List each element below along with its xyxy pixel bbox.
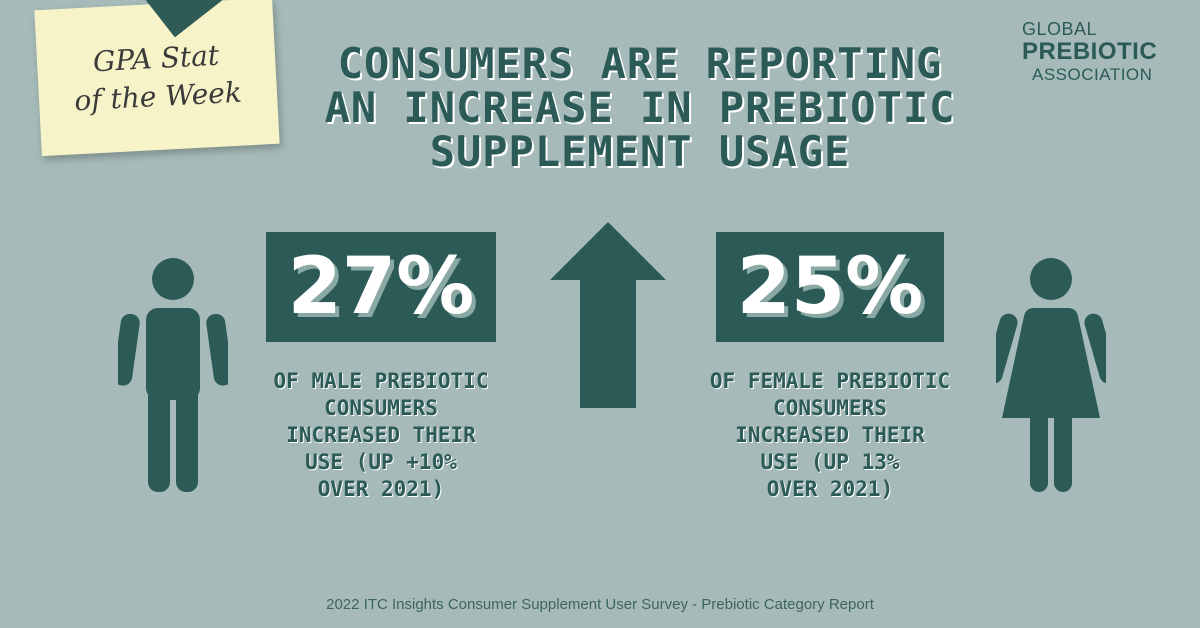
female-caption-line1: of female prebiotic	[709, 369, 951, 393]
sticky-note-text: GPA Stat of the Week	[36, 34, 278, 122]
male-caption-line3: increased their	[286, 423, 476, 447]
male-stat-value: 27%	[287, 242, 475, 332]
male-caption-line5: over 2021)	[317, 477, 445, 501]
headline-line1: Consumers are reporting	[337, 39, 943, 88]
male-caption-line1: of male prebiotic	[273, 369, 489, 393]
tape-strip	[141, 0, 223, 38]
female-figure-icon	[996, 258, 1106, 492]
male-caption-line4: use (up +10%	[305, 450, 457, 474]
logo-line1: GLOBAL	[1022, 19, 1098, 39]
male-caption-line2: consumers	[324, 396, 438, 420]
source-footer: 2022 ITC Insights Consumer Supplement Us…	[326, 596, 874, 613]
headline: Consumers are reporting an increase in p…	[300, 42, 980, 174]
logo-line2: PREBIOTIC	[1022, 38, 1158, 65]
female-caption-line4: use (up 13%	[760, 450, 900, 474]
male-stat-box: 27%	[266, 232, 496, 342]
female-stat-box: 25%	[716, 232, 944, 342]
headline-line2: an increase in prebiotic	[324, 83, 956, 132]
female-caption-line3: increased their	[735, 423, 925, 447]
female-stat-caption: of female prebiotic consumers increased …	[690, 368, 970, 503]
male-stat-caption: of male prebiotic consumers increased th…	[258, 368, 504, 503]
gpa-logo: GLOBAL PREBIOTIC ASSOCIATION	[1022, 20, 1182, 84]
female-caption-line5: over 2021)	[766, 477, 894, 501]
headline-line3: supplement usage	[429, 127, 851, 176]
female-stat-value: 25%	[736, 242, 924, 332]
up-arrow-icon	[550, 222, 666, 408]
logo-line3: ASSOCIATION	[1032, 65, 1153, 84]
male-figure-icon	[118, 258, 228, 492]
female-caption-line2: consumers	[773, 396, 887, 420]
sticky-note: GPA Stat of the Week	[34, 0, 280, 157]
